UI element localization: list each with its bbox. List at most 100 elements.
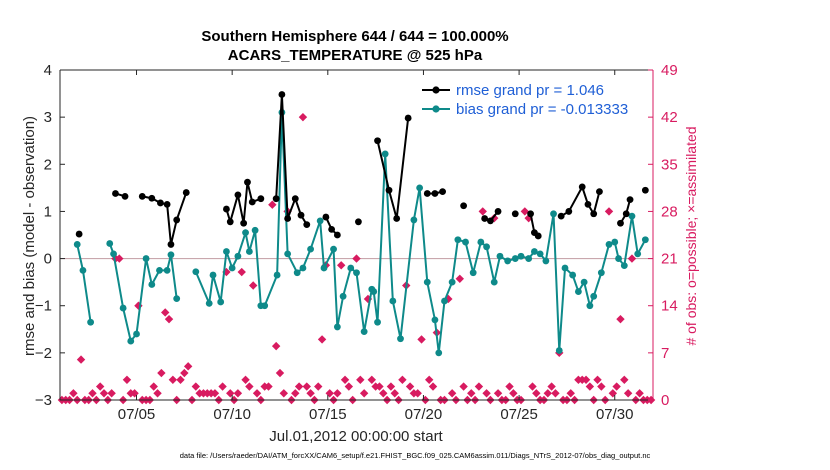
obs-count-marker bbox=[528, 382, 537, 391]
y-tick-label: 3 bbox=[44, 109, 52, 126]
bias-point bbox=[339, 292, 347, 300]
rmse-point bbox=[460, 202, 468, 210]
obs-count-marker bbox=[459, 382, 468, 391]
bias-point bbox=[284, 250, 292, 258]
obs-count-marker bbox=[493, 389, 503, 398]
chart-subtitle: ACARS_TEMPERATURE @ 525 hPa bbox=[228, 47, 483, 64]
obs-count-marker bbox=[218, 382, 227, 391]
bias-point bbox=[410, 216, 418, 224]
obs-count-marker bbox=[245, 382, 254, 391]
obs-count-marker bbox=[375, 382, 384, 391]
rmse-point bbox=[423, 190, 431, 197]
bias-point bbox=[127, 337, 135, 345]
obs-count-marker bbox=[69, 389, 78, 398]
bias-point bbox=[477, 238, 485, 246]
y2-tick-label: 21 bbox=[661, 251, 678, 268]
obs-count-marker bbox=[509, 389, 518, 398]
y2-axis-label: # of obs: o=possible; ×=assimilated bbox=[683, 126, 699, 345]
rmse-point bbox=[173, 216, 181, 224]
rmse-point bbox=[278, 91, 286, 98]
obs-count-marker bbox=[405, 382, 415, 391]
bias-point bbox=[353, 269, 360, 277]
rmse-point bbox=[163, 200, 171, 208]
bias-point bbox=[374, 318, 381, 326]
obs-count-marker bbox=[455, 274, 464, 283]
bias-point bbox=[333, 323, 341, 331]
y-axis-label: rmse and bias (model - observation) bbox=[21, 116, 38, 356]
obs-count-marker bbox=[551, 389, 560, 398]
rmse-point bbox=[439, 188, 446, 196]
bias-point bbox=[73, 241, 81, 248]
rmse-point bbox=[578, 183, 586, 191]
legend-label-bias: bias grand pr = -0.013333 bbox=[456, 101, 628, 118]
bias-point bbox=[496, 252, 504, 260]
y2-tick-label: 28 bbox=[661, 203, 678, 220]
bias-point bbox=[628, 212, 636, 220]
rmse-point bbox=[626, 196, 634, 204]
obs-count-marker bbox=[359, 389, 369, 398]
obs-count-marker bbox=[317, 335, 327, 344]
obs-count-marker bbox=[520, 207, 530, 216]
rmse-point bbox=[112, 190, 119, 197]
obs-count-marker bbox=[597, 382, 606, 391]
bias-point bbox=[634, 250, 642, 258]
rmse-point bbox=[374, 137, 381, 145]
rmse-point bbox=[641, 186, 649, 194]
obs-count-marker bbox=[298, 112, 308, 122]
rmse-point bbox=[617, 219, 624, 227]
legend-marker-rmse bbox=[432, 86, 440, 94]
bias-point bbox=[597, 269, 605, 277]
bias-point bbox=[119, 304, 127, 312]
bias-point bbox=[441, 297, 448, 305]
obs-count-marker bbox=[386, 382, 396, 391]
bias-point bbox=[448, 278, 456, 286]
y-tick-label: −1 bbox=[35, 298, 52, 315]
bias-point bbox=[316, 217, 324, 225]
y2-tick-label: 42 bbox=[661, 109, 678, 126]
obs-count-marker bbox=[161, 308, 170, 317]
x-tick-label: 07/15 bbox=[309, 406, 347, 423]
legend-marker-bias bbox=[432, 105, 440, 113]
y2-tick-label: 0 bbox=[661, 392, 669, 409]
obs-count-marker bbox=[467, 389, 476, 398]
obs-count-marker bbox=[191, 382, 201, 391]
obs-count-marker bbox=[543, 389, 552, 398]
rmse-point bbox=[240, 219, 248, 227]
bias-point bbox=[79, 266, 87, 274]
rmse-point bbox=[534, 232, 542, 240]
rmse-point bbox=[328, 225, 336, 233]
obs-count-marker bbox=[604, 207, 614, 216]
bias-point bbox=[370, 288, 378, 295]
obs-count-marker bbox=[252, 389, 262, 398]
bias-point bbox=[261, 302, 269, 310]
rmse-point bbox=[431, 190, 439, 197]
y-tick-label: 1 bbox=[44, 203, 52, 220]
obs-count-marker bbox=[524, 213, 533, 223]
x-ticks: 07/05 07/10 07/15 07/20 07/25 07/30 bbox=[118, 70, 634, 423]
bias-point bbox=[542, 257, 550, 265]
obs-count-marker bbox=[367, 375, 377, 384]
obs-count-marker bbox=[107, 389, 116, 398]
obs-count-marker bbox=[76, 355, 86, 364]
bias-point bbox=[574, 288, 582, 295]
bias-point bbox=[234, 252, 242, 260]
bias-point bbox=[504, 257, 512, 265]
y-tick-label: 4 bbox=[44, 62, 52, 79]
obs-count-marker bbox=[505, 382, 514, 391]
rmse-point bbox=[527, 210, 534, 218]
rmse-point bbox=[121, 192, 129, 200]
obs-count-marker bbox=[356, 375, 365, 384]
rmse-point bbox=[355, 218, 362, 226]
y2-tick-label: 35 bbox=[661, 156, 678, 173]
rmse-point bbox=[182, 189, 190, 196]
obs-count-marker bbox=[532, 389, 541, 398]
bias-point bbox=[462, 238, 469, 246]
obs-count-marker bbox=[183, 362, 193, 371]
bias-point bbox=[273, 271, 281, 279]
bias-point bbox=[561, 264, 569, 272]
obs-count-marker bbox=[413, 389, 422, 398]
rmse-point bbox=[511, 210, 519, 218]
bias-point bbox=[431, 316, 439, 324]
obs-count-marker bbox=[237, 267, 246, 277]
